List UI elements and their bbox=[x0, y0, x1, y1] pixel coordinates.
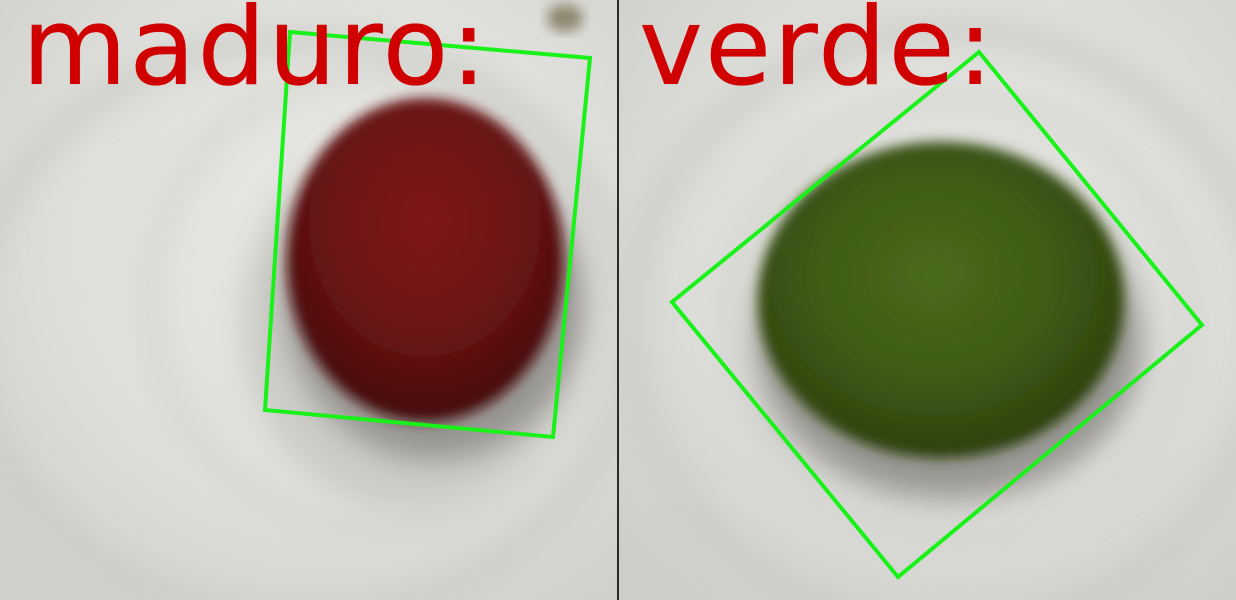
ripe-fruit bbox=[287, 98, 563, 422]
panel-ripe: maduro: bbox=[0, 0, 617, 600]
green-fruit-photo bbox=[619, 0, 1236, 600]
ripe-fruit-photo bbox=[0, 0, 617, 600]
green-fruit bbox=[758, 142, 1124, 458]
ripe-detection-box bbox=[262, 29, 593, 440]
panel-green: verde: bbox=[619, 0, 1236, 600]
green-detection-box bbox=[669, 49, 1205, 580]
ripe-label: maduro: bbox=[22, 0, 489, 110]
green-label: verde: bbox=[639, 0, 996, 110]
